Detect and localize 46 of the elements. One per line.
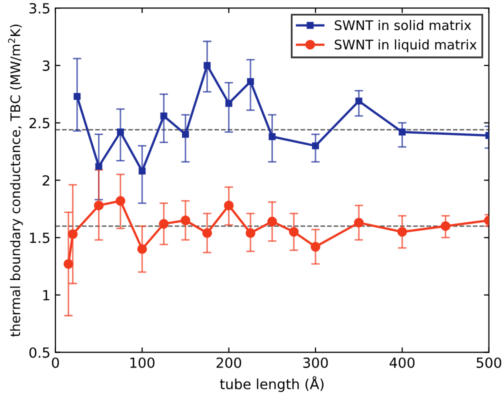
point: [288, 227, 299, 237]
point: [204, 62, 211, 69]
point: [116, 196, 126, 206]
point: [397, 227, 408, 237]
x-tick-label: 100: [130, 357, 154, 368]
x-tick-label: 500: [476, 357, 502, 368]
point: [268, 133, 276, 140]
point: [182, 130, 189, 138]
point: [202, 228, 212, 238]
point: [160, 112, 168, 120]
y-tick-label: 1.5: [30, 232, 50, 244]
y-tick-label: 3.5: [30, 3, 50, 14]
point: [310, 242, 320, 252]
point: [355, 98, 362, 105]
x-tick-label: 300: [303, 357, 328, 368]
legend-label: SWNT in solid matrix: [334, 20, 472, 30]
point: [224, 200, 234, 210]
y-tick-label: 2.5: [30, 118, 50, 128]
y-tick-label: 2: [42, 175, 50, 186]
point: [138, 168, 146, 175]
y-tick-label: 3: [42, 60, 50, 71]
point: [247, 78, 254, 86]
legend-label: SWNT in liquid matrix: [334, 39, 477, 52]
y-tick-label: 0.5: [29, 347, 50, 358]
point: [68, 229, 78, 240]
point: [398, 128, 406, 136]
point: [94, 200, 104, 210]
y-axis-title: thermal boundary conductance, TBC (MW/m$^{2}$K): [8, 24, 23, 337]
point: [312, 142, 319, 150]
point: [180, 216, 190, 226]
point: [246, 228, 256, 238]
point: [74, 92, 81, 100]
x-tick-label: 200: [216, 357, 242, 368]
point: [354, 218, 364, 228]
point: [225, 100, 232, 107]
point: [64, 259, 74, 269]
point: [158, 218, 169, 229]
point: [95, 162, 102, 170]
x-tick-label: 400: [390, 357, 415, 368]
point: [137, 244, 147, 254]
x-tick-label: 0: [52, 357, 59, 368]
x-axis-title: tube length (Å): [220, 376, 324, 392]
point: [440, 221, 450, 231]
point: [267, 216, 278, 226]
y-tick-label: 1: [43, 290, 50, 300]
point: [116, 128, 124, 136]
